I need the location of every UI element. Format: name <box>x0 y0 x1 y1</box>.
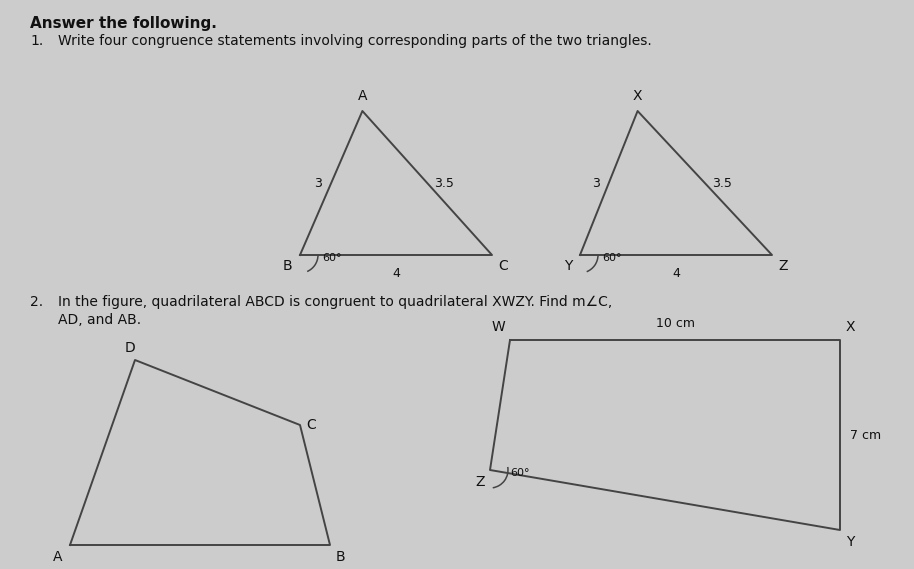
Text: 60°: 60° <box>602 253 622 263</box>
Text: 3: 3 <box>314 176 323 189</box>
Text: In the figure, quadrilateral ABCD is congruent to quadrilateral XWZY. Find m∠C,: In the figure, quadrilateral ABCD is con… <box>58 295 612 309</box>
Text: 10 cm: 10 cm <box>655 317 695 330</box>
Text: 60°: 60° <box>322 253 342 263</box>
Text: Y: Y <box>846 535 855 549</box>
Text: Z: Z <box>778 259 788 273</box>
Text: 2.: 2. <box>30 295 43 309</box>
Text: 4: 4 <box>672 267 680 280</box>
Text: Write four congruence statements involving corresponding parts of the two triang: Write four congruence statements involvi… <box>58 34 652 48</box>
Text: 60°: 60° <box>510 468 529 478</box>
Text: A: A <box>357 89 367 103</box>
Text: 1.: 1. <box>30 34 43 48</box>
Text: Y: Y <box>564 259 572 273</box>
Text: 3.5: 3.5 <box>712 176 732 189</box>
Text: B: B <box>282 259 292 273</box>
Text: A: A <box>52 550 62 564</box>
Text: Z: Z <box>475 475 485 489</box>
Text: C: C <box>306 418 315 432</box>
Text: X: X <box>846 320 856 334</box>
Text: W: W <box>491 320 505 334</box>
Text: B: B <box>336 550 345 564</box>
Text: 3.5: 3.5 <box>434 176 454 189</box>
Text: 4: 4 <box>392 267 400 280</box>
Text: 7 cm: 7 cm <box>850 428 881 442</box>
Text: Answer the following.: Answer the following. <box>30 16 217 31</box>
Text: D: D <box>124 341 135 355</box>
Text: C: C <box>498 259 508 273</box>
Text: AD, and AB.: AD, and AB. <box>58 313 141 327</box>
Text: X: X <box>632 89 643 103</box>
Text: 3: 3 <box>592 176 600 189</box>
